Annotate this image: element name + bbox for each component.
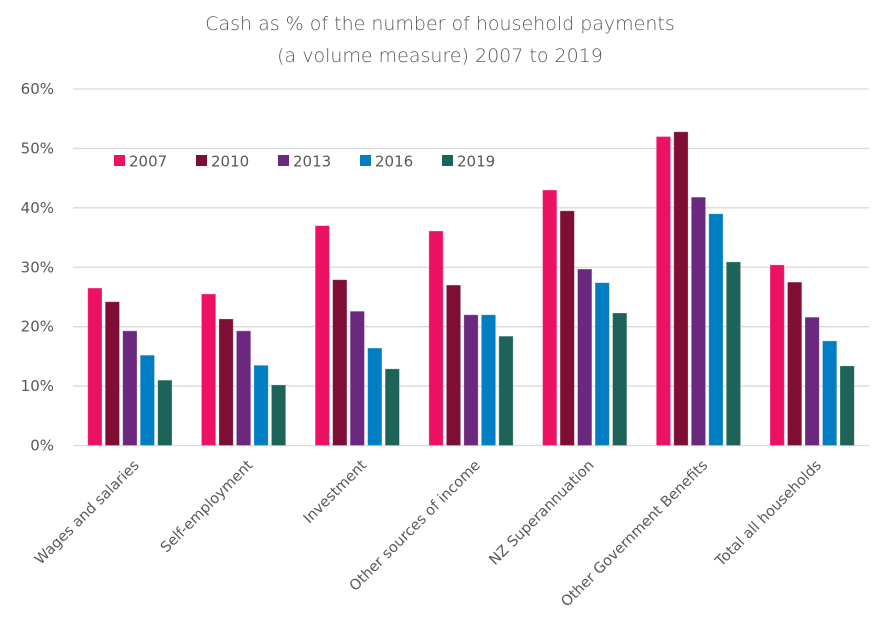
bar-2010-total-all-households [787, 281, 803, 446]
bar-2019-investment [384, 368, 400, 446]
bar-2007-total-all-households [769, 264, 785, 446]
x-category-label: Self-employment [158, 457, 257, 556]
chart-title: Cash as % of the number of household pay… [205, 13, 675, 67]
bar-2016-other-sources-of-income [480, 314, 497, 446]
bar-2013-wages-and-salaries [122, 330, 138, 446]
legend-label-2010: 2010 [211, 153, 249, 171]
bar-2016-self-employment [253, 364, 269, 446]
bar-2010-other-government-benefits [673, 131, 689, 446]
bar-2019-nz-superannuation [612, 312, 628, 446]
bar-2010-investment [332, 279, 348, 446]
bar-2007-wages-and-salaries [87, 287, 103, 446]
bar-2013-nz-superannuation [577, 268, 593, 446]
bar-2007-self-employment [201, 293, 217, 446]
bar-2016-other-government-benefits [708, 213, 724, 446]
bar-2013-other-government-benefits [690, 196, 706, 446]
legend-swatch-2019 [442, 155, 453, 166]
bar-2010-nz-superannuation [559, 210, 575, 446]
legend-swatch-2016 [360, 155, 371, 166]
bar-2019-other-government-benefits [725, 261, 741, 446]
legend-swatch-2013 [278, 155, 289, 166]
bar-2007-other-government-benefits [655, 136, 671, 446]
y-tick-label: 20% [21, 318, 54, 336]
x-category-label: Wages and salaries [32, 458, 143, 569]
bar-2007-nz-superannuation [542, 189, 558, 446]
chart-title-line-2: (a volume measure) 2007 to 2019 [277, 45, 603, 67]
y-tick-label: 50% [21, 139, 54, 157]
bar-2007-investment [314, 225, 330, 446]
bar-2019-self-employment [271, 384, 287, 446]
bar-2010-wages-and-salaries [104, 301, 120, 446]
x-category-label: Investment [301, 457, 371, 527]
bar-2013-self-employment [236, 330, 252, 446]
x-category-label: Total all households [712, 458, 825, 571]
y-tick-label: 0% [30, 437, 54, 455]
bar-2016-total-all-households [822, 340, 838, 446]
x-category-label: Other sources of income [347, 457, 484, 594]
legend-label-2016: 2016 [375, 153, 413, 171]
bar-2007-other-sources-of-income [428, 230, 444, 446]
bar-2013-total-all-households [804, 316, 820, 446]
legend-label-2019: 2019 [457, 153, 495, 171]
x-axis-categories: Wages and salaries Self-employment Investm… [32, 457, 825, 610]
bar-2019-other-sources-of-income [498, 335, 514, 446]
legend-label-2013: 2013 [293, 153, 331, 171]
bar-2016-wages-and-salaries [139, 354, 155, 446]
bar-2010-self-employment [218, 318, 234, 446]
legend-swatch-2010 [196, 155, 207, 166]
legend-swatch-2007 [114, 155, 125, 166]
bar-2019-wages-and-salaries [157, 379, 173, 446]
chart-title-line-1: Cash as % of the number of household pay… [205, 13, 675, 35]
y-axis-ticks: 0% 10% 20% 30% 40% 50% 60% [21, 80, 54, 455]
bar-2016-investment [367, 347, 383, 446]
y-tick-label: 30% [21, 258, 54, 276]
bar-2016-nz-superannuation [594, 282, 610, 446]
y-tick-label: 40% [21, 199, 54, 217]
y-tick-label: 10% [21, 377, 54, 395]
y-tick-label: 60% [21, 80, 54, 98]
legend-label-2007: 2007 [129, 153, 167, 171]
bar-2010-other-sources-of-income [445, 284, 462, 446]
legend: 2007 2010 2013 2016 2019 [114, 153, 495, 171]
x-category-label: NZ Superannuation [487, 458, 598, 569]
bar-2019-total-all-households [839, 365, 855, 446]
bar-2013-other-sources-of-income [463, 314, 479, 446]
bar-2013-investment [349, 310, 365, 446]
bars [87, 131, 855, 446]
